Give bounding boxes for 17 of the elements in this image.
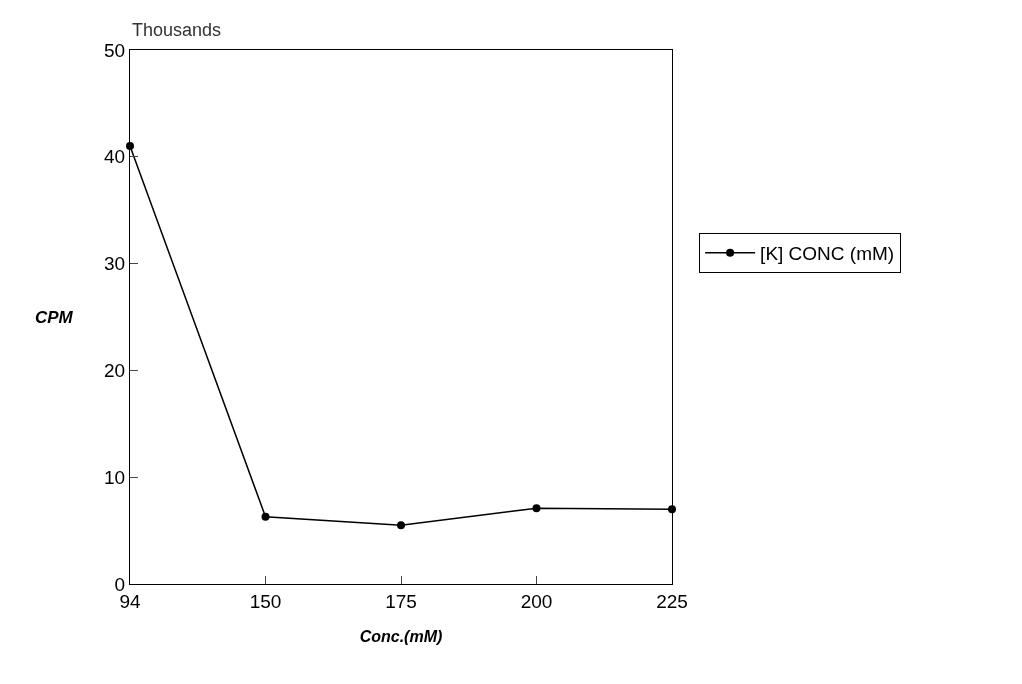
legend-label: [K] CONC (mM): [760, 243, 895, 265]
text: Thousands: [132, 20, 222, 40]
point: [532, 504, 541, 513]
x-axis-title: Conc.(mM): [359, 628, 443, 646]
y-tick-label: 30: [104, 253, 126, 275]
point: [261, 512, 270, 521]
x-tick-label: 225: [656, 590, 688, 612]
y-tick-label: 50: [104, 39, 126, 61]
y-tick-label: 40: [104, 146, 126, 168]
y-tick-label: 20: [104, 360, 126, 382]
x-tick-label: 200: [520, 590, 553, 612]
x-tick-label: 150: [249, 590, 282, 612]
y-tick-label: 10: [104, 466, 126, 488]
point: [668, 505, 676, 514]
point: [397, 521, 405, 530]
y-axis-title: CPM: [35, 308, 74, 327]
x-tick-label: 175: [385, 590, 417, 612]
